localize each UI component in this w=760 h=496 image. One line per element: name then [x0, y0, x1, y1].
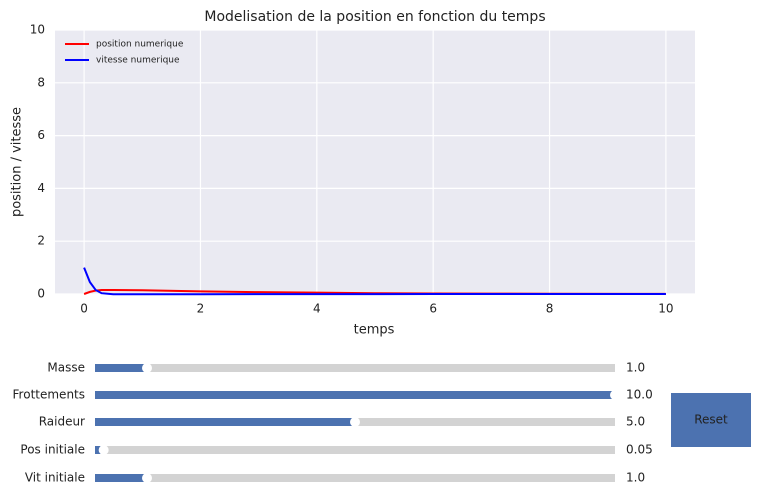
slider-handle[interactable]	[98, 445, 109, 455]
slider-handle[interactable]	[350, 417, 360, 427]
x-tick-label: 8	[546, 302, 554, 316]
slider-track[interactable]	[95, 446, 615, 454]
slider-value: 10.0	[626, 388, 653, 402]
slider-label: Frottements	[13, 388, 85, 402]
y-tick-label: 10	[30, 23, 45, 37]
slider-handle[interactable]	[142, 473, 152, 483]
slider-label: Vit initiale	[25, 471, 85, 485]
slider-label: Pos initiale	[20, 443, 85, 457]
slider-track[interactable]	[95, 364, 615, 372]
slider-track[interactable]	[95, 474, 615, 482]
reset-button[interactable]: Reset	[671, 393, 751, 447]
y-tick-label: 0	[37, 287, 45, 301]
slider-fill[interactable]	[95, 474, 147, 482]
x-tick-label: 6	[429, 302, 437, 316]
chart-title: Modelisation de la position en fonction …	[204, 9, 545, 25]
slider-value: 5.0	[626, 415, 645, 429]
data-line	[83, 267, 666, 296]
slider-value: 1.0	[626, 361, 645, 375]
slider-fill[interactable]	[95, 418, 355, 426]
slider-handle[interactable]	[610, 390, 620, 400]
slider-value: 1.0	[626, 471, 645, 485]
legend-label: vitesse numerique	[96, 56, 180, 66]
slider-label: Masse	[47, 361, 85, 375]
y-tick-label: 4	[37, 181, 45, 195]
x-tick-label: 4	[313, 302, 321, 316]
x-tick-label: 2	[197, 302, 205, 316]
slider-fill[interactable]	[95, 364, 147, 372]
x-axis-label: temps	[354, 323, 395, 338]
reset-button-bg[interactable]	[671, 393, 751, 447]
slider-handle[interactable]	[142, 363, 152, 373]
slider-label: Raideur	[39, 415, 85, 429]
y-tick-label: 8	[37, 75, 45, 89]
plot-area	[55, 30, 695, 294]
x-tick-label: 0	[80, 302, 88, 316]
y-tick-label: 6	[37, 128, 45, 142]
reset-button-label[interactable]: Reset	[694, 413, 728, 427]
slider-value: 0.05	[626, 443, 653, 457]
slider-fill[interactable]	[95, 391, 615, 399]
y-axis-label: position / vitesse	[10, 107, 25, 217]
x-tick-label: 10	[658, 302, 673, 316]
legend-label: position numerique	[96, 40, 184, 50]
y-tick-label: 2	[37, 234, 45, 248]
